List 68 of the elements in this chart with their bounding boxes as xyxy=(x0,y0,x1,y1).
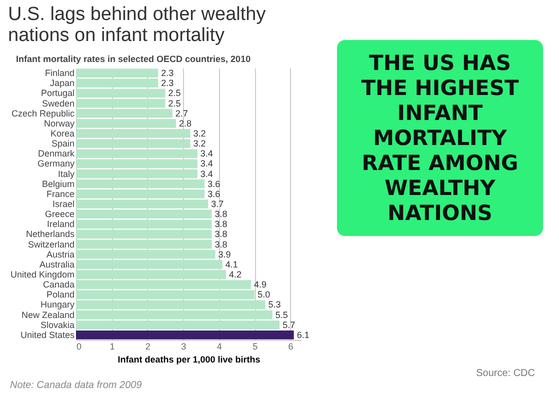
y-tick-label: Canada xyxy=(42,280,74,290)
y-tick-label: Korea xyxy=(50,128,74,138)
y-tick-label: Switzerland xyxy=(28,239,74,250)
y-tick-label: Netherlands xyxy=(26,229,75,240)
y-tick-label: Portugal xyxy=(40,88,74,98)
data-label: 3.8 xyxy=(214,229,228,240)
y-tick-label: Ireland xyxy=(46,219,74,230)
data-label: 2.5 xyxy=(168,88,181,98)
data-label: 5.0 xyxy=(258,290,270,300)
data-label: 5.3 xyxy=(268,300,281,310)
chart-subtitle: Infant mortality rates in selected OECD countries, 2010 xyxy=(16,54,251,64)
x-tick-label: 6 xyxy=(288,342,294,352)
data-label: 3.6 xyxy=(208,188,220,199)
text: Note: Canada data from 2009 xyxy=(10,380,142,391)
y-tick-label: United States xyxy=(20,330,75,340)
y-tick-label: Czech Republic xyxy=(11,108,75,118)
y-tick-label: Spain xyxy=(51,138,74,149)
data-label: 3.8 xyxy=(214,209,228,220)
data-label: 2.3 xyxy=(161,78,174,88)
data-label: 3.9 xyxy=(218,249,231,260)
y-tick-label: Belgium xyxy=(42,178,74,189)
data-label: 2.7 xyxy=(175,108,188,118)
y-tick-label: Australia xyxy=(39,259,74,270)
x-tick-label: 3 xyxy=(181,342,186,352)
data-label: 3.8 xyxy=(214,219,228,230)
x-tick-label: 1 xyxy=(110,342,115,352)
x-tick-label: 0 xyxy=(76,342,82,352)
y-tick-label: Japan xyxy=(50,78,74,88)
y-tick-label: United Kingdom xyxy=(10,270,74,280)
data-label: 4.1 xyxy=(225,259,238,270)
data-label: 4.9 xyxy=(254,280,267,290)
y-tick-label: New Zealand xyxy=(21,310,74,320)
data-label: 2.8 xyxy=(179,118,192,128)
y-tick-label: Greece xyxy=(44,209,74,220)
source-note: Source: CDC xyxy=(476,368,535,379)
y-tick-label: Hungary xyxy=(40,300,75,310)
data-label: 6.1 xyxy=(296,330,310,340)
data-label: 3.7 xyxy=(211,199,224,209)
chart-title: U.S. lags behind other wealthy nations on infant mortality xyxy=(8,4,267,46)
data-label: 3.4 xyxy=(200,158,213,169)
y-tick-label: Austria xyxy=(46,249,74,260)
y-tick-label: Italy xyxy=(58,168,75,179)
y-tick-label: Slovakia xyxy=(40,320,74,330)
x-tick-label: 5 xyxy=(252,342,258,352)
y-tick-label: Israel xyxy=(52,199,74,209)
data-label: 4.2 xyxy=(229,270,242,280)
data-label: 3.4 xyxy=(200,168,213,179)
y-tick-label: France xyxy=(46,188,74,199)
data-label: 5.5 xyxy=(275,310,288,320)
y-tick-label: Sweden xyxy=(42,98,74,108)
y-tick-label: Finland xyxy=(44,68,74,78)
data-label: 3.6 xyxy=(208,178,220,189)
data-label: 2.5 xyxy=(168,98,181,108)
y-tick-label: Poland xyxy=(46,290,74,300)
data-label: 3.4 xyxy=(200,148,213,159)
y-tick-label: Denmark xyxy=(38,148,75,159)
x-tick-label: 4 xyxy=(216,342,222,352)
bar xyxy=(76,330,294,340)
data-label: 3.8 xyxy=(214,239,228,250)
data-label: 5.7 xyxy=(282,320,296,330)
y-tick-label: Germany xyxy=(37,158,75,169)
y-tick-label: Norway xyxy=(44,118,75,128)
text: THE US HAS THE HIGHEST INFANT MORTALITY RATE AMONG WEALTHY NATIONS xyxy=(337,40,543,236)
data-label: 3.2 xyxy=(193,128,206,138)
data-label: 2.3 xyxy=(161,68,174,78)
x-axis-title: Infant deaths per 1,000 live births xyxy=(118,354,260,364)
data-label: 3.2 xyxy=(193,138,206,149)
x-tick-label: 2 xyxy=(145,342,150,352)
